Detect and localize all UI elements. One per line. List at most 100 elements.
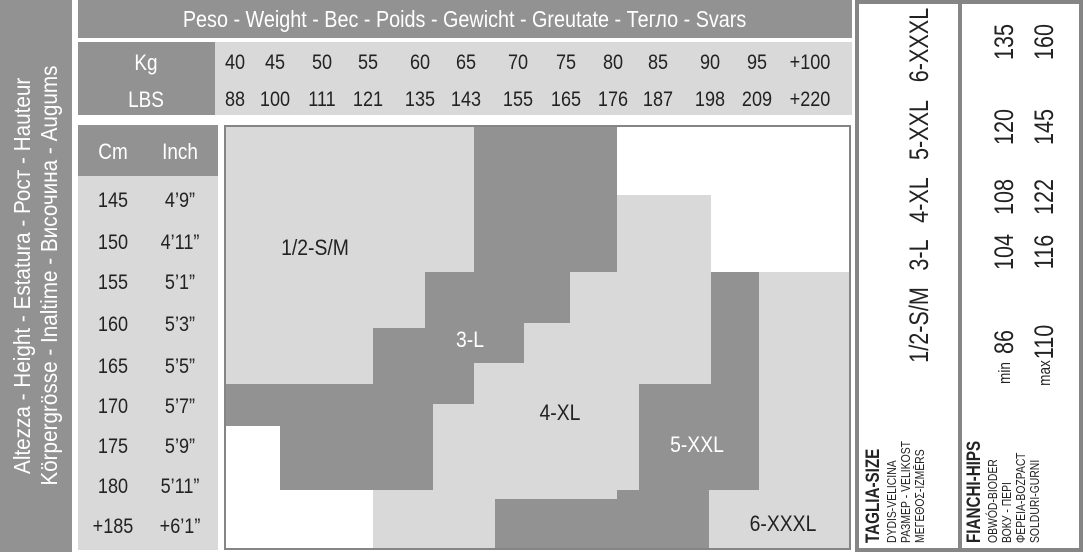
lbs-value: 143 [450, 88, 482, 111]
size-chart-grid: 1/2-S/M 3-L 4-XL 5-XXL 6-XXXL [224, 125, 851, 550]
hips-subtitle-text: SOLDURI-GURNI [1027, 459, 1042, 543]
hips-subtitle: OBWÓD-BIODER [985, 438, 1000, 543]
size-name-text: 1/2-S/M [904, 287, 934, 363]
size-region-label: 4-XL [540, 401, 581, 425]
height-axis-label-2: Körpergrösse - Inaltime - Височина - Aug… [36, 65, 62, 487]
cm-value: 165 [97, 355, 129, 378]
lbs-value: 209 [741, 88, 773, 111]
hips-min-label-text: min [995, 362, 1014, 384]
kg-value: 75 [555, 51, 577, 74]
hips-max-value-text: 122 [1029, 178, 1059, 216]
hips-min-value-text: 108 [989, 178, 1019, 216]
hips-max-value: 160 [1029, 19, 1059, 64]
kg-value: 70 [507, 51, 529, 74]
kg-value: 60 [409, 51, 431, 74]
size-region-label: 5-XXL [670, 433, 724, 457]
height-table-header: Cm Inch [78, 125, 218, 176]
size-legend-content: TAGLIA-SIZE DYDIS-VELICINA РАЗМЕР - VELIKO… [858, 3, 1080, 549]
hips-subtitle: SOLDURI-GURNI [1027, 439, 1042, 543]
inch-value: 5’11” [160, 475, 200, 498]
inch-value: 4’9” [164, 189, 196, 212]
lbs-value: 155 [502, 88, 534, 111]
size-subtitle-text: ΜΕΓΕΘΟΣ-IZMĒRS [912, 449, 927, 543]
lbs-value: 135 [404, 88, 436, 111]
size-region-label: 3-L [456, 328, 484, 352]
hips-title-text: FIANCHI-HIPS [964, 440, 985, 543]
cm-value: 155 [97, 271, 129, 294]
inch-value: 5’7” [164, 395, 196, 418]
cm-value: 150 [97, 231, 129, 254]
lbs-value: 111 [308, 88, 336, 111]
kg-value: 40 [224, 51, 246, 74]
inch-value: +6’1” [159, 515, 201, 538]
size-legend-panel [855, 0, 1083, 552]
kg-value: 50 [311, 51, 333, 74]
hips-subtitle-text: ΦΕΡΕΙΑ-ΒΟΖΡΑСТ [1013, 452, 1028, 543]
size-region-3-l [225, 126, 617, 490]
cm-value: 145 [97, 189, 129, 212]
lbs-label: LBS [128, 87, 164, 112]
hips-min-label: min [995, 359, 1014, 386]
height-axis-label-1: Altezza - Height - Estatura - Рост - Hau… [9, 77, 35, 475]
size-name: 6-XXXL [904, 0, 934, 92]
hips-min-value: 104 [989, 229, 1019, 274]
hips-subtitle: ΦΕΡΕΙΑ-ΒΟΖΡΑСТ [1013, 430, 1028, 543]
size-name: 4-XL [904, 171, 934, 228]
kg-value: 80 [602, 51, 624, 74]
cm-value: +185 [92, 515, 134, 538]
weight-header: Peso - Weight - Bec - Poids - Gewicht - … [78, 0, 852, 38]
lbs-value: +220 [789, 88, 831, 111]
size-name-text: 5-XXL [904, 99, 934, 161]
hips-min-value-text: 104 [989, 233, 1019, 271]
size-name: 5-XXL [904, 92, 934, 167]
hips-max-value: 110 [1029, 320, 1059, 363]
size-subtitle-text: РАЗМЕР - VELIKOST [898, 441, 913, 543]
hips-min-value: 108 [989, 174, 1019, 219]
inch-label: Inch [162, 139, 198, 164]
hips-subtitle-text: OBWÓD-BIODER [985, 459, 1000, 543]
cm-value: 175 [97, 435, 129, 458]
weight-header-label: Peso - Weight - Bec - Poids - Gewicht - … [183, 5, 747, 32]
height-table-body: 145 150 155 160 165 170 175 180 +185 4’9” 4’11” 5’1… [78, 176, 218, 550]
hips-min-value: 86 [989, 327, 1019, 357]
lbs-value: 88 [224, 88, 246, 111]
cm-label: Cm [98, 139, 128, 164]
kg-label: Kg [134, 50, 158, 75]
size-region-label: 6-XXXL [750, 512, 817, 536]
size-name-text: 4-XL [904, 177, 934, 223]
lbs-value: 165 [550, 88, 582, 111]
lbs-value: 187 [642, 88, 674, 111]
size-title-text: TAGLIA-SIZE [863, 448, 884, 543]
hips-max-value-text: 116 [1029, 234, 1059, 270]
kg-value: +100 [789, 51, 831, 74]
size-subtitle: DYDIS-VELICINA [884, 440, 899, 543]
hips-max-value: 122 [1029, 174, 1059, 219]
hips-subtitle: ВОКУ - ПЕРІ [999, 467, 1014, 543]
size-title: TAGLIA-SIZE [863, 425, 884, 543]
kg-value: 45 [264, 51, 286, 74]
size-name: 1/2-S/M [904, 278, 934, 373]
inch-value: 5’1” [164, 271, 196, 294]
size-region-label: 1/2-S/M [281, 236, 349, 260]
cm-value: 170 [97, 395, 129, 418]
lbs-value: 176 [597, 88, 629, 111]
lbs-value: 198 [694, 88, 726, 111]
legend-divider [958, 4, 962, 548]
hips-max-value-text: 160 [1029, 23, 1059, 61]
size-region-5-xxl [495, 272, 759, 549]
size-subtitle: РАЗМЕР - VELIKOST [898, 416, 913, 543]
size-name-text: 3-L [904, 239, 934, 271]
kg-value: 55 [357, 51, 379, 74]
kg-value: 95 [746, 51, 768, 74]
size-name: 3-L [904, 235, 934, 274]
hips-min-value-text: 135 [989, 23, 1019, 61]
empty-region-top-right [617, 126, 850, 272]
inch-value: 4’11” [160, 231, 200, 254]
hips-min-value-text: 86 [989, 329, 1019, 355]
cm-value: 180 [97, 475, 129, 498]
hips-min-value-text: 120 [989, 108, 1019, 146]
hips-min-value: 120 [989, 104, 1019, 149]
inch-value: 5’3” [164, 313, 196, 336]
lbs-value: 121 [352, 88, 384, 111]
kg-value: 90 [699, 51, 721, 74]
